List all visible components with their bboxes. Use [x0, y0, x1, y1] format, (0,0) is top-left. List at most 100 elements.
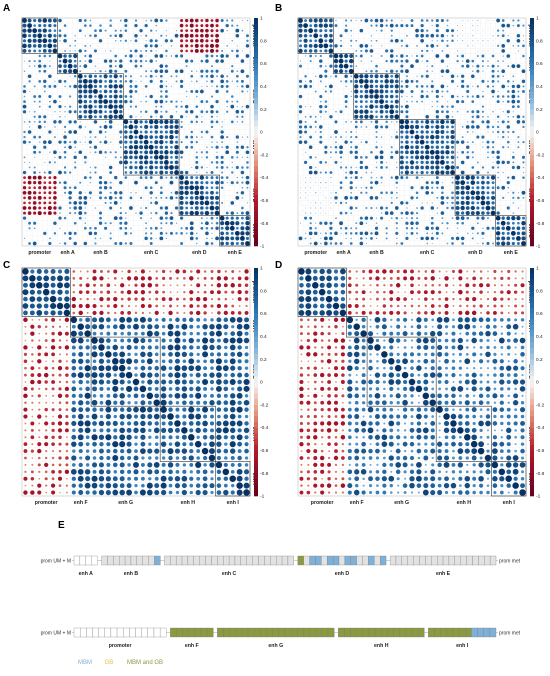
correlation-dot: [37, 18, 42, 23]
correlation-dot: [353, 337, 360, 344]
correlation-dot: [159, 145, 164, 149]
correlation-dot: [59, 115, 61, 118]
correlation-dot: [220, 79, 224, 84]
correlation-dot: [246, 90, 249, 93]
correlation-dot: [91, 379, 98, 385]
correlation-dot: [380, 136, 383, 138]
correlation-dot: [225, 145, 229, 149]
correlation-dot: [78, 79, 83, 84]
correlation-dot: [58, 456, 62, 460]
correlation-dot: [94, 95, 97, 98]
correlation-dot: [305, 177, 307, 179]
colorbar-tick: 0: [260, 380, 263, 386]
correlation-dot: [339, 201, 343, 205]
correlation-dot: [517, 50, 520, 52]
correlation-dot: [236, 420, 243, 427]
correlation-dot: [327, 325, 331, 328]
correlation-dot: [150, 217, 152, 219]
correlation-dot: [507, 269, 511, 274]
correlation-dot: [154, 226, 158, 230]
correlation-dot: [174, 448, 181, 454]
correlation-dot: [220, 221, 225, 226]
correlation-dot: [235, 28, 240, 33]
correlation-dot: [410, 318, 414, 321]
correlation-dot: [159, 139, 164, 145]
correlation-dot: [63, 125, 67, 129]
correlation-dot: [340, 232, 342, 234]
correlation-dot: [466, 131, 469, 133]
correlation-dot: [98, 130, 103, 134]
correlation-dot: [133, 406, 139, 413]
correlation-dot: [479, 345, 483, 349]
correlation-dot: [159, 79, 163, 83]
correlation-dot: [200, 100, 204, 104]
correlation-dot: [362, 284, 365, 287]
correlation-dot: [98, 476, 105, 482]
correlation-dot: [355, 65, 358, 67]
correlation-dot: [235, 221, 240, 226]
correlation-dot: [315, 177, 317, 179]
correlation-dot: [451, 242, 454, 245]
correlation-dot: [365, 100, 368, 103]
correlation-dot: [49, 151, 51, 154]
correlation-dot: [77, 337, 84, 344]
correlation-dot: [437, 380, 442, 384]
correlation-dot: [195, 120, 198, 124]
correlation-dot: [59, 242, 61, 245]
correlation-dot: [415, 385, 423, 393]
correlation-dot: [501, 130, 505, 134]
correlation-dot: [188, 413, 195, 420]
correlation-dot: [501, 95, 505, 98]
correlation-dot: [84, 44, 87, 47]
correlation-dot: [492, 19, 494, 22]
correlation-dot: [176, 311, 179, 315]
correlation-dot: [113, 216, 118, 221]
correlation-dot: [70, 316, 78, 324]
colorbar-segment: [254, 18, 258, 24]
correlation-dot: [244, 421, 249, 426]
correlation-dot: [245, 44, 250, 48]
correlation-dot: [460, 170, 465, 175]
correlation-dot: [205, 49, 209, 53]
correlation-dot: [471, 310, 477, 316]
correlation-dot: [405, 79, 409, 84]
correlation-dot: [319, 282, 325, 288]
correlation-dot: [410, 145, 414, 149]
correlation-dot: [99, 24, 102, 27]
correlation-dot: [223, 317, 229, 323]
correlation-dot: [129, 75, 133, 78]
correlation-dot: [210, 115, 214, 119]
correlation-dot: [174, 144, 179, 150]
correlation-dot: [195, 365, 202, 372]
correlation-dot: [395, 69, 399, 73]
correlation-dot: [415, 124, 420, 129]
correlation-dot: [223, 379, 229, 385]
correlation-dot: [144, 85, 148, 88]
correlation-dot: [501, 34, 505, 38]
correlation-dot: [335, 217, 337, 220]
correlation-dot: [420, 85, 424, 88]
colorbar-segment: [254, 370, 258, 377]
correlation-dot: [168, 407, 173, 412]
correlation-dot: [400, 44, 403, 47]
correlation-dot: [170, 221, 173, 225]
correlation-dot: [210, 109, 214, 114]
correlation-dot: [389, 114, 394, 119]
correlation-dot: [466, 95, 469, 98]
correlation-dot: [83, 74, 87, 78]
correlation-dot: [440, 119, 445, 125]
colorbar-segment: [254, 433, 258, 440]
correlation-dot: [389, 283, 393, 287]
correlation-dot: [348, 276, 352, 280]
correlation-dot: [145, 34, 148, 37]
correlation-dot: [92, 490, 97, 495]
correlation-dot: [441, 182, 444, 184]
correlation-dot: [362, 297, 366, 301]
correlation-dot: [85, 414, 90, 419]
correlation-dot: [420, 19, 424, 22]
correlation-dot: [159, 170, 164, 175]
correlation-dot: [88, 94, 93, 99]
correlation-dot: [354, 84, 359, 89]
correlation-dot: [319, 275, 325, 282]
correlation-dot: [133, 276, 139, 281]
